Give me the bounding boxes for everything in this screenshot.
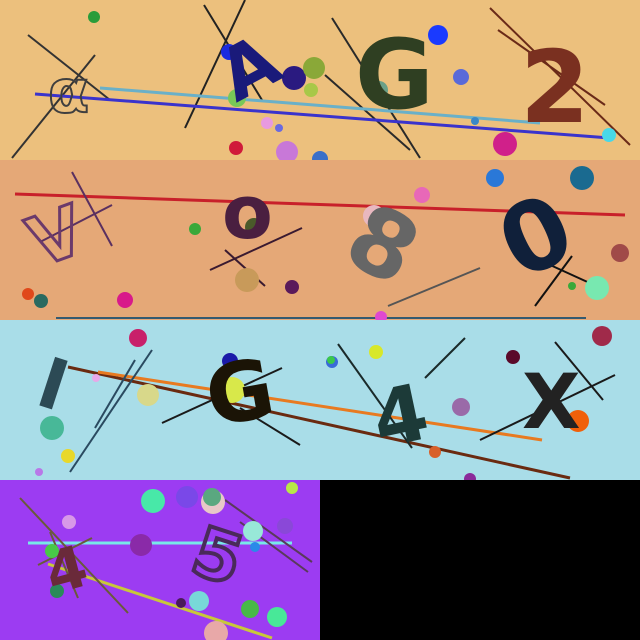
captcha-3-char-3: 4 [365, 367, 437, 466]
empty-tile [320, 480, 640, 640]
captcha-1-char-3: G [355, 19, 434, 131]
captcha-3-char-4: X [522, 357, 581, 446]
captcha-1-char-4: 2 [520, 29, 590, 146]
captcha-tile-2-noise: V o 8 0 [14, 166, 629, 320]
captcha-tile-1: α A G 2 [0, 0, 640, 160]
captcha-tile-4-noise: 4 5 [19, 482, 313, 640]
captcha-tile-3-noise: I G 4 X [28, 326, 616, 480]
captcha-2-char-2: o [222, 170, 273, 256]
captcha-tile-4: 4 5 [0, 480, 320, 640]
captcha-3-char-1: I [28, 342, 78, 428]
captcha-3-char-2: G [199, 341, 282, 446]
captcha-tile-2: V o 8 0 [0, 160, 640, 320]
captcha-2-char-4: 0 [482, 172, 590, 302]
captcha-tile-3: I G 4 X [0, 320, 640, 480]
captcha-2-char-1: V [18, 191, 95, 283]
captcha-tile-1-noise: α A G 2 [11, 0, 631, 160]
captcha-4-char-2: 5 [183, 512, 252, 602]
captcha-1-char-1: α [48, 57, 89, 127]
